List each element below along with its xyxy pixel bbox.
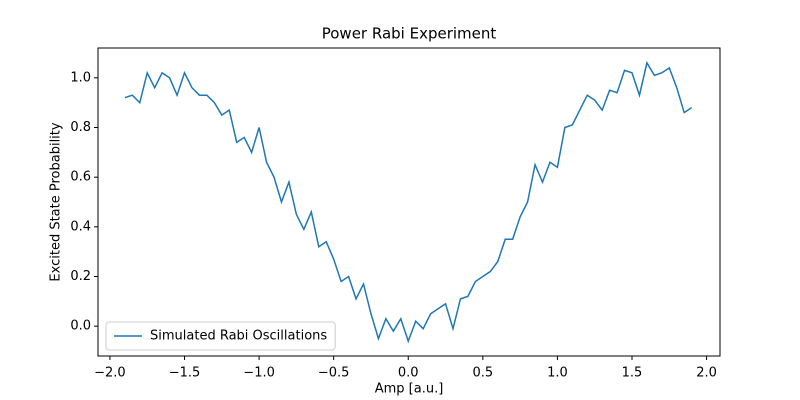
legend-label: Simulated Rabi Oscillations bbox=[150, 329, 327, 344]
legend-box bbox=[105, 321, 336, 351]
x-tick-label: 0.5 bbox=[472, 366, 493, 381]
x-tick-label: 0.0 bbox=[398, 366, 419, 381]
y-axis-label: Excited State Probability bbox=[49, 122, 64, 281]
y-tick-label: 0.0 bbox=[70, 319, 91, 334]
x-tick-label: 2.0 bbox=[696, 366, 717, 381]
chart-title: Power Rabi Experiment bbox=[322, 25, 497, 43]
x-tick-label: −0.5 bbox=[318, 366, 350, 381]
plot-frame bbox=[97, 47, 721, 357]
x-tick-label: −1.5 bbox=[169, 366, 201, 381]
x-tick-label: 1.0 bbox=[547, 366, 568, 381]
x-tick-label: −1.0 bbox=[243, 366, 275, 381]
y-tick-label: 0.6 bbox=[70, 170, 91, 185]
legend: Simulated Rabi Oscillations bbox=[105, 321, 336, 351]
y-tick-label: 0.2 bbox=[70, 269, 91, 284]
y-tick-label: 0.8 bbox=[70, 120, 91, 135]
x-tick-label: −2.0 bbox=[94, 366, 126, 381]
y-tick-label: 0.4 bbox=[70, 219, 91, 234]
data-line bbox=[124, 60, 693, 344]
x-tick-label: 1.5 bbox=[622, 366, 643, 381]
y-tick-label: 1.0 bbox=[70, 70, 91, 85]
x-axis-label: Amp [a.u.] bbox=[375, 382, 444, 397]
